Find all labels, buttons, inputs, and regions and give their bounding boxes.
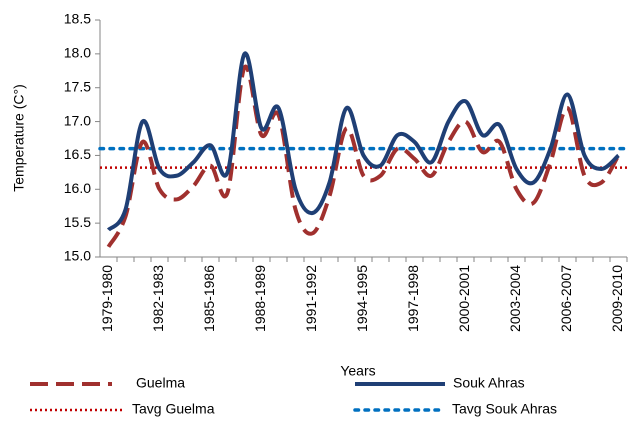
- legend-label: Tavg Guelma: [132, 401, 215, 417]
- x-axis-label: Years: [340, 363, 375, 379]
- legend-label: Guelma: [136, 375, 185, 391]
- x-tick-label: 1997-1998: [405, 265, 421, 332]
- x-tick-label: 2009-2010: [609, 265, 625, 332]
- y-axis-label: Temperature (C°): [11, 84, 27, 192]
- y-tick-label: 17.5: [64, 78, 91, 94]
- x-tick-label: 1988-1989: [252, 265, 268, 332]
- legend-label: Tavg Souk Ahras: [452, 401, 557, 417]
- x-tick-label: 2003-2004: [507, 265, 523, 332]
- y-tick-label: 17.0: [64, 112, 91, 128]
- y-tick-label: 16.5: [64, 146, 91, 162]
- x-tick-label: 1982-1983: [150, 265, 166, 332]
- y-tick-label: 16.0: [64, 180, 91, 196]
- x-tick-label: 1991-1992: [303, 265, 319, 332]
- x-tick-label: 1979-1980: [99, 265, 115, 332]
- y-tick-label: 18.0: [64, 45, 91, 61]
- x-tick-label: 1994-1995: [354, 265, 370, 332]
- x-tick-label: 2000-2001: [456, 265, 472, 332]
- y-tick-label: 18.5: [64, 11, 91, 27]
- x-tick-label: 1985-1986: [201, 265, 217, 332]
- series-line: [106, 51, 620, 232]
- y-tick-label: 15.0: [64, 248, 91, 264]
- x-tick-label: 2006-2007: [558, 265, 574, 332]
- y-tick-label: 15.5: [64, 214, 91, 230]
- series-line: [106, 64, 621, 248]
- legend-label: Souk Ahras: [453, 375, 525, 391]
